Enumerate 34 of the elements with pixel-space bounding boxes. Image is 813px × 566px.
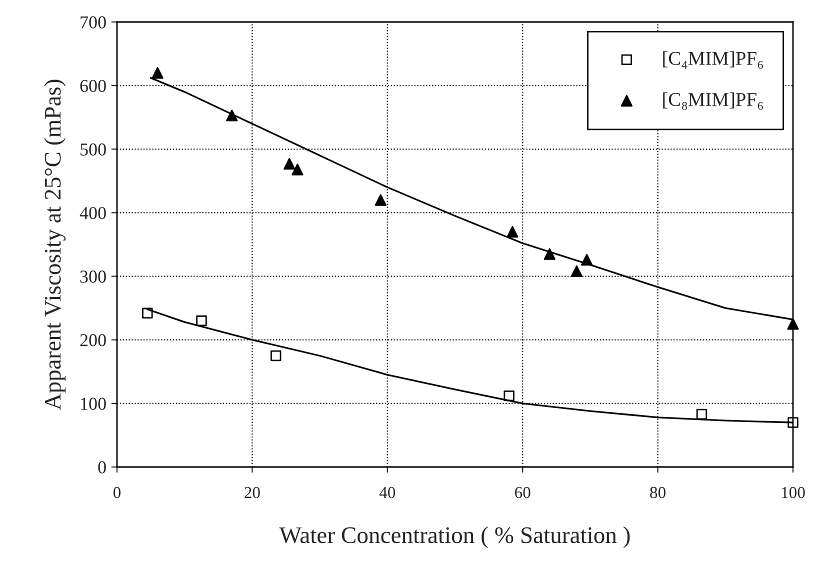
x-tick-label: 80 (650, 486, 666, 498)
point (788, 417, 798, 428)
x-tick-label: 100 (782, 486, 805, 498)
y-tick-label: 400 (80, 206, 106, 220)
point (284, 158, 296, 170)
point (506, 226, 518, 238)
point (196, 315, 207, 326)
point (270, 350, 282, 362)
point (580, 254, 593, 266)
x-tick-label: 20 (244, 486, 260, 498)
y-tick-label: 600 (80, 80, 106, 92)
point (696, 408, 708, 420)
legend-label: [C₄MIM]PF₆ (663, 51, 763, 69)
y-tick-label: 300 (80, 270, 106, 283)
legend-label: [C₈MIM]PF₆ (663, 92, 763, 110)
y-tick-label: 200 (80, 334, 106, 346)
x-tick-label: 0 (113, 486, 121, 498)
point (292, 164, 304, 176)
point (226, 110, 238, 122)
point (152, 67, 164, 79)
y-tick-label: 0 (98, 461, 106, 474)
y-tick-label: 500 (80, 143, 106, 156)
point (504, 390, 514, 402)
x-tick-label: 60 (514, 486, 530, 498)
point (544, 248, 556, 260)
point (787, 318, 799, 330)
y-axis-title: Apparent Viscosity at 25°C (mPas) (44, 80, 66, 410)
x-tick-label: 40 (379, 486, 396, 498)
point (142, 308, 153, 319)
y-tick-label: 100 (81, 398, 106, 410)
x-axis-title: Water Concentration ( % Saturation ) (279, 526, 630, 548)
point (374, 194, 386, 206)
y-tick-label: 700 (80, 16, 106, 28)
point (570, 265, 583, 278)
